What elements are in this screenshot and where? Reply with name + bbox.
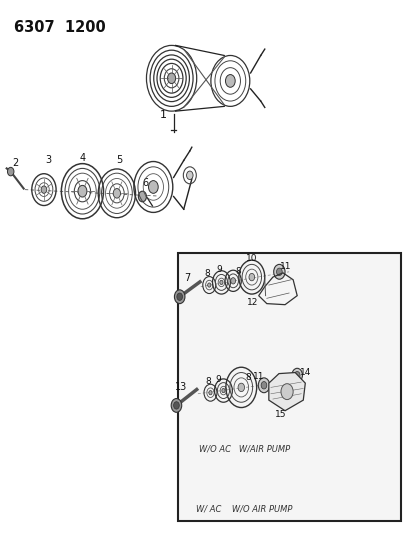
Circle shape xyxy=(238,383,244,392)
Text: 4: 4 xyxy=(80,153,86,163)
Circle shape xyxy=(281,384,293,400)
Circle shape xyxy=(138,191,146,202)
Text: 5: 5 xyxy=(116,156,122,165)
Circle shape xyxy=(231,278,235,284)
Circle shape xyxy=(186,171,193,180)
Circle shape xyxy=(171,399,182,413)
Text: 7: 7 xyxy=(184,273,190,283)
Text: 8: 8 xyxy=(235,268,241,276)
Circle shape xyxy=(113,189,120,198)
Circle shape xyxy=(78,185,87,197)
Circle shape xyxy=(41,186,47,193)
Text: 6: 6 xyxy=(142,177,148,188)
Text: 13: 13 xyxy=(175,382,187,392)
Circle shape xyxy=(7,167,14,176)
Text: 14: 14 xyxy=(299,368,311,377)
Circle shape xyxy=(174,402,179,409)
Text: 8: 8 xyxy=(205,377,211,386)
Circle shape xyxy=(177,293,182,301)
Text: 12: 12 xyxy=(247,298,258,307)
Circle shape xyxy=(249,273,255,281)
Circle shape xyxy=(226,75,235,87)
Text: 6307  1200: 6307 1200 xyxy=(13,20,105,35)
Text: 11: 11 xyxy=(280,262,292,271)
Circle shape xyxy=(292,368,302,382)
Text: 1: 1 xyxy=(160,110,167,120)
Circle shape xyxy=(261,382,267,389)
Circle shape xyxy=(168,73,175,84)
Text: 9: 9 xyxy=(216,265,222,274)
Circle shape xyxy=(174,290,185,304)
Circle shape xyxy=(220,280,223,285)
Circle shape xyxy=(277,268,282,276)
Circle shape xyxy=(209,391,212,395)
Text: 10: 10 xyxy=(246,254,257,263)
Circle shape xyxy=(258,378,270,393)
Text: 8: 8 xyxy=(245,373,251,382)
Polygon shape xyxy=(269,373,305,411)
Text: 15: 15 xyxy=(275,410,287,419)
Bar xyxy=(177,253,401,521)
Text: W/O AC   W/AIR PUMP: W/O AC W/AIR PUMP xyxy=(199,445,290,454)
Text: 8: 8 xyxy=(205,269,211,278)
Text: 11: 11 xyxy=(253,372,265,381)
Text: W/ AC    W/O AIR PUMP: W/ AC W/O AIR PUMP xyxy=(196,505,293,514)
Text: 2: 2 xyxy=(13,158,19,168)
Circle shape xyxy=(222,389,225,393)
Text: 9: 9 xyxy=(215,375,221,384)
Circle shape xyxy=(208,283,211,287)
Circle shape xyxy=(294,372,300,379)
Circle shape xyxy=(274,264,285,279)
Text: 3: 3 xyxy=(45,156,51,165)
Circle shape xyxy=(149,181,158,193)
